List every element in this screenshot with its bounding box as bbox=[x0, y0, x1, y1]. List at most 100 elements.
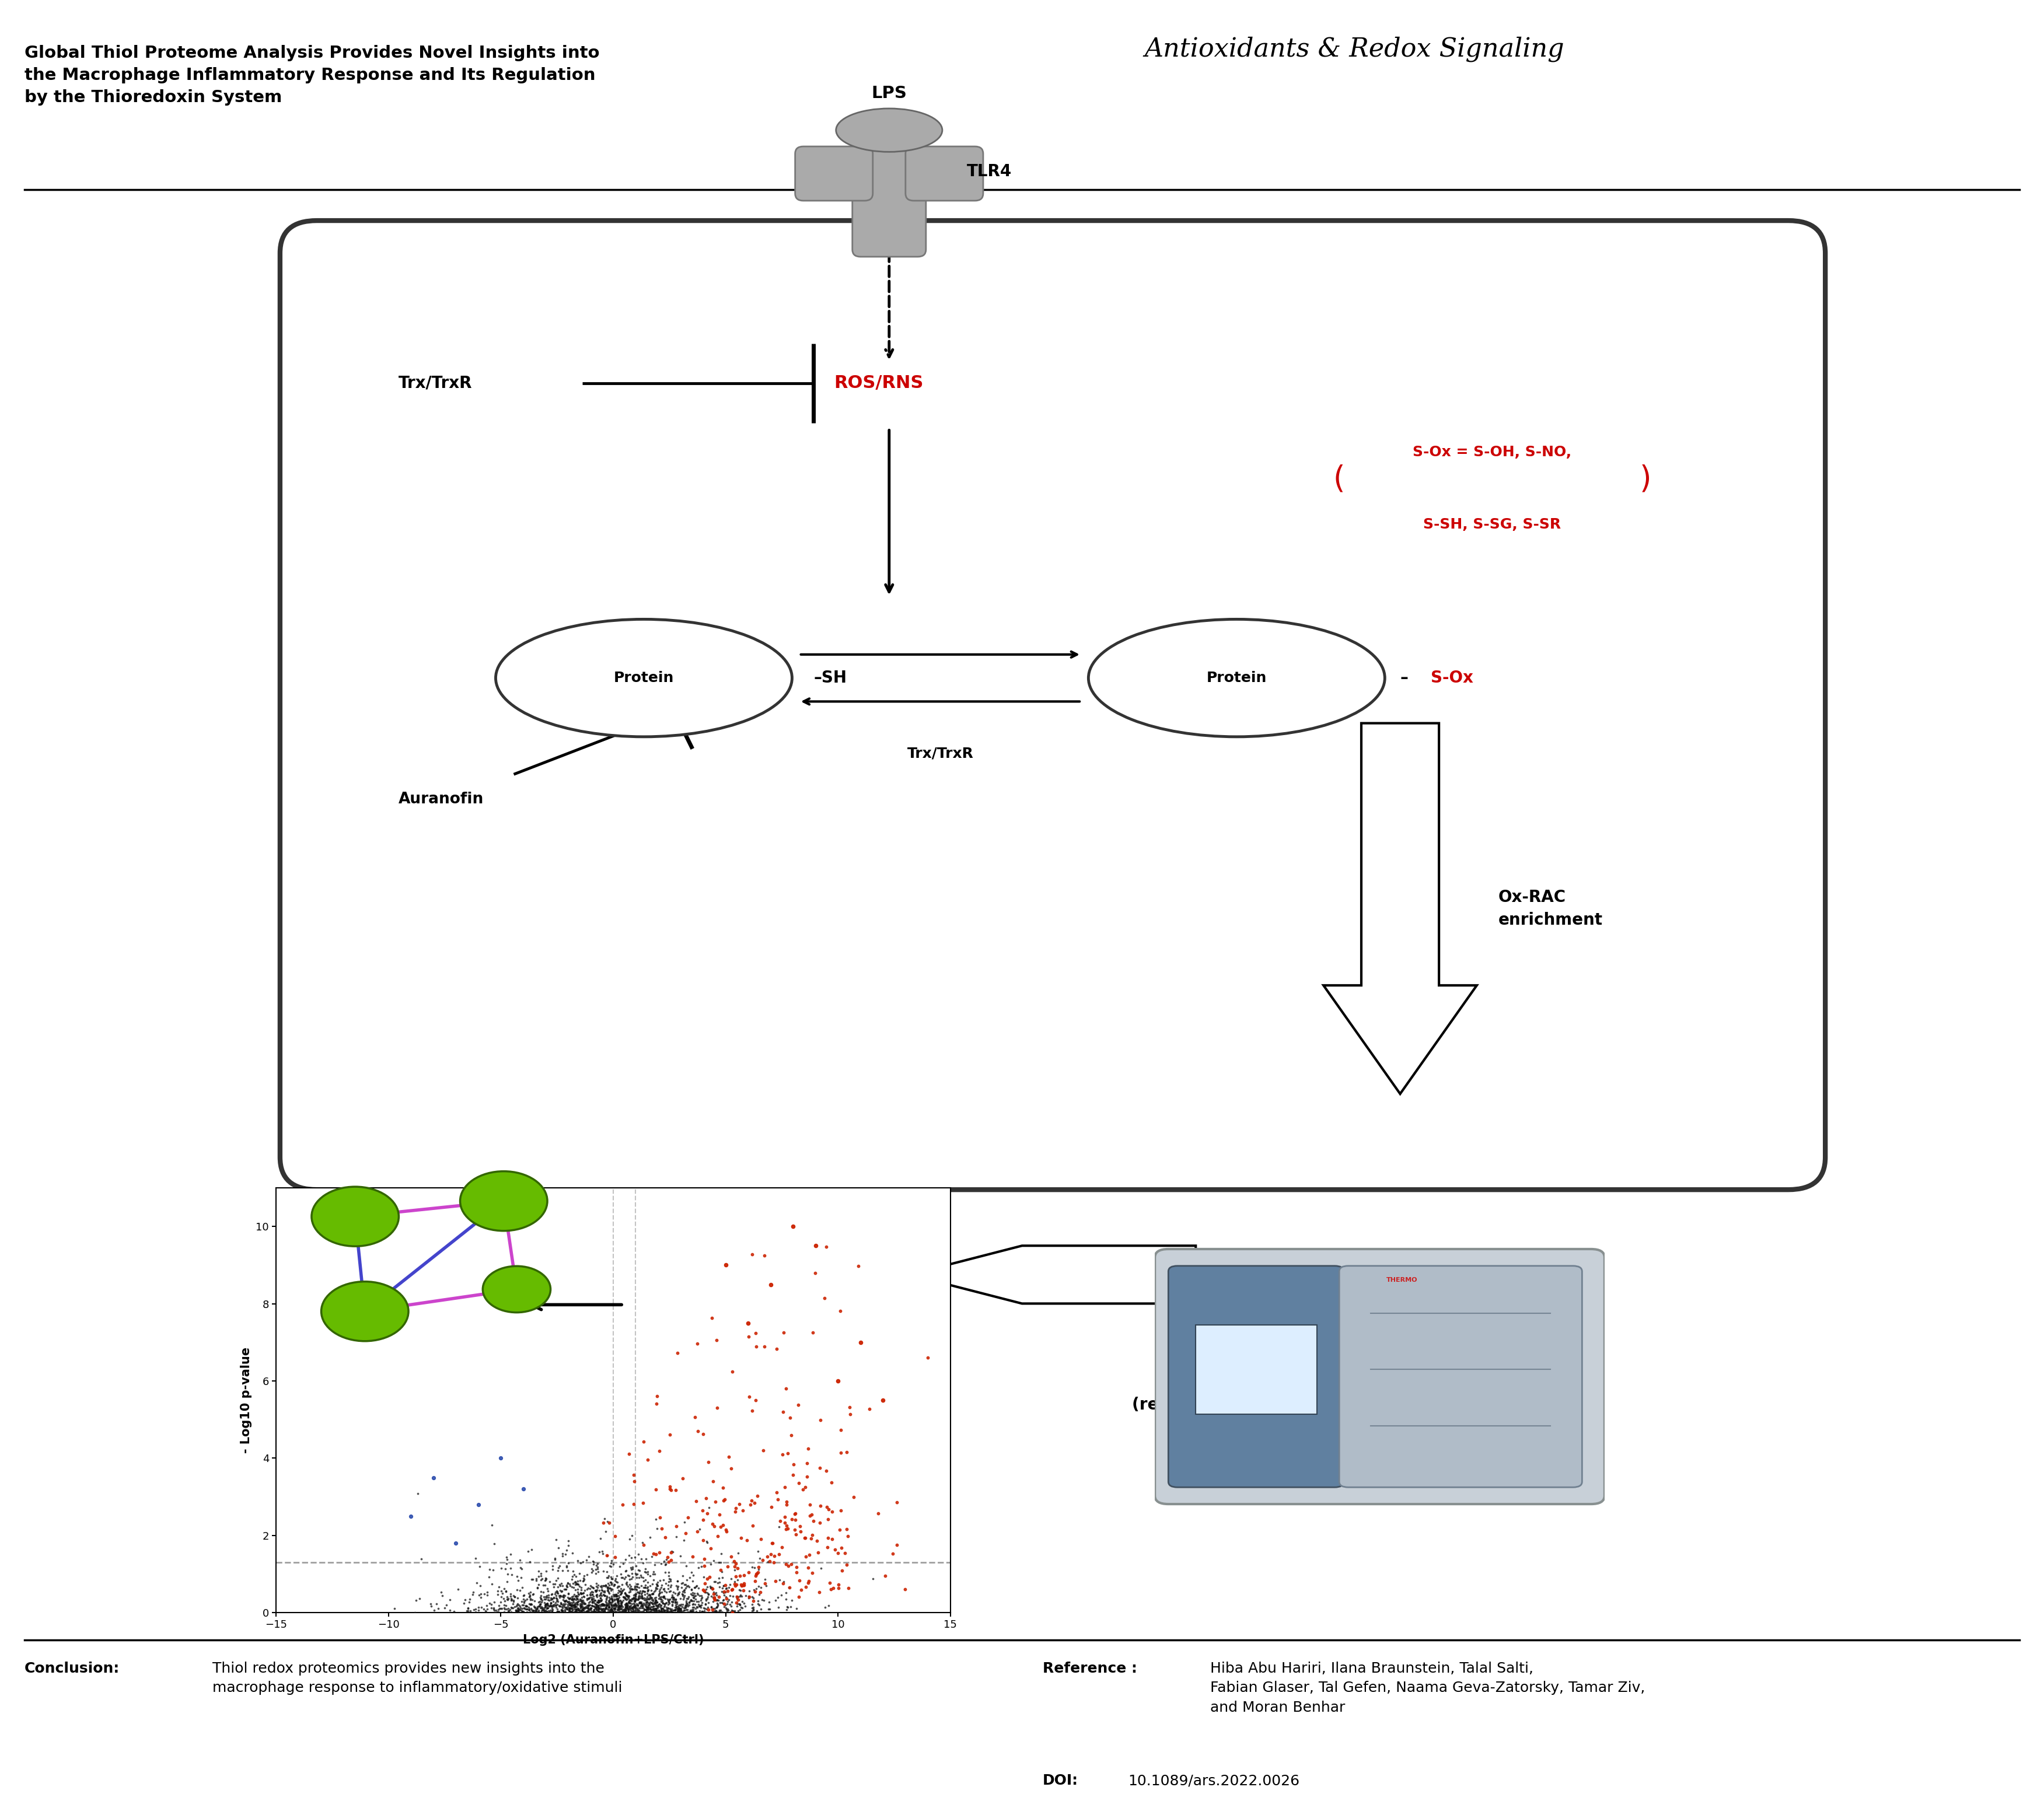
Point bbox=[634, 1584, 666, 1613]
Point bbox=[607, 1598, 640, 1627]
Point bbox=[670, 1589, 703, 1618]
Point bbox=[699, 1568, 732, 1596]
Point bbox=[578, 1591, 611, 1620]
Point bbox=[578, 1555, 611, 1584]
Point bbox=[595, 1564, 628, 1593]
Point bbox=[638, 1595, 670, 1624]
Point bbox=[587, 1591, 619, 1620]
Point bbox=[507, 1587, 540, 1616]
Point bbox=[611, 1580, 644, 1609]
Point bbox=[668, 1593, 701, 1622]
Point bbox=[687, 1593, 719, 1622]
Point bbox=[685, 1596, 717, 1625]
Point bbox=[609, 1598, 642, 1627]
Point bbox=[623, 1584, 656, 1613]
Point bbox=[677, 1584, 709, 1613]
Point bbox=[599, 1564, 632, 1593]
Point bbox=[595, 1596, 628, 1625]
Point bbox=[529, 1582, 562, 1611]
Point bbox=[744, 1573, 777, 1602]
Point bbox=[646, 1578, 679, 1607]
Point bbox=[611, 1589, 644, 1618]
Point bbox=[576, 1580, 609, 1609]
Point bbox=[613, 1593, 646, 1622]
Text: –SH: –SH bbox=[814, 669, 846, 687]
Point bbox=[752, 1595, 785, 1624]
Point bbox=[660, 1338, 693, 1367]
Point bbox=[542, 1598, 574, 1627]
Point bbox=[640, 1591, 672, 1620]
Point bbox=[523, 1589, 556, 1618]
Point bbox=[621, 1586, 654, 1615]
Point bbox=[568, 1593, 601, 1622]
Point bbox=[705, 1577, 738, 1606]
Point bbox=[452, 1593, 484, 1622]
Point bbox=[583, 1591, 615, 1620]
Point bbox=[572, 1595, 605, 1624]
Point bbox=[632, 1580, 664, 1609]
Point bbox=[826, 1557, 858, 1586]
Point bbox=[646, 1596, 679, 1625]
Point bbox=[709, 1515, 742, 1544]
Point bbox=[736, 1593, 769, 1622]
Point bbox=[566, 1598, 599, 1627]
Point bbox=[711, 1573, 744, 1602]
Text: S-SH, S-SG, S-SR: S-SH, S-SG, S-SR bbox=[1423, 517, 1562, 532]
Point bbox=[587, 1589, 619, 1618]
Point bbox=[525, 1587, 558, 1616]
Point bbox=[513, 1589, 546, 1618]
Point bbox=[578, 1558, 611, 1587]
Point bbox=[619, 1587, 652, 1616]
Point bbox=[609, 1593, 642, 1622]
Point bbox=[552, 1591, 585, 1620]
Point bbox=[623, 1596, 656, 1625]
Point bbox=[585, 1596, 617, 1625]
Point bbox=[703, 1564, 736, 1593]
Point bbox=[638, 1591, 670, 1620]
Point bbox=[572, 1591, 605, 1620]
Point bbox=[523, 1589, 556, 1618]
Point bbox=[580, 1596, 613, 1625]
Point bbox=[452, 1595, 484, 1624]
Point bbox=[617, 1591, 650, 1620]
Point bbox=[640, 1586, 672, 1615]
Point bbox=[609, 1595, 642, 1624]
Point bbox=[603, 1598, 636, 1627]
Point bbox=[552, 1587, 585, 1616]
Point bbox=[507, 1591, 540, 1620]
Point bbox=[562, 1595, 595, 1624]
Point bbox=[609, 1596, 642, 1625]
Point bbox=[738, 1553, 771, 1582]
Point bbox=[605, 1578, 638, 1607]
Point bbox=[536, 1598, 568, 1627]
Point bbox=[640, 1569, 672, 1598]
Point bbox=[542, 1596, 574, 1625]
Point bbox=[507, 1580, 540, 1609]
Point bbox=[583, 1586, 615, 1615]
Point bbox=[625, 1591, 658, 1620]
Point bbox=[456, 1580, 489, 1609]
Point bbox=[566, 1587, 599, 1616]
Point bbox=[775, 1593, 807, 1622]
Point bbox=[542, 1595, 574, 1624]
Point bbox=[660, 1575, 693, 1604]
Point bbox=[507, 1587, 540, 1616]
Point bbox=[525, 1593, 558, 1622]
Point bbox=[783, 1511, 816, 1540]
Point bbox=[597, 1591, 630, 1620]
Point bbox=[687, 1577, 719, 1606]
Point bbox=[666, 1584, 699, 1613]
Point bbox=[556, 1595, 589, 1624]
Point bbox=[491, 1586, 523, 1615]
Point bbox=[752, 1546, 785, 1575]
Point bbox=[466, 1593, 499, 1622]
Point bbox=[568, 1577, 601, 1606]
Point bbox=[685, 1586, 717, 1615]
Point bbox=[568, 1589, 601, 1618]
Point bbox=[482, 1595, 515, 1624]
Point bbox=[517, 1580, 550, 1609]
Point bbox=[664, 1591, 697, 1620]
Point bbox=[758, 1548, 791, 1577]
Point bbox=[501, 1593, 533, 1622]
Point bbox=[830, 1549, 863, 1578]
